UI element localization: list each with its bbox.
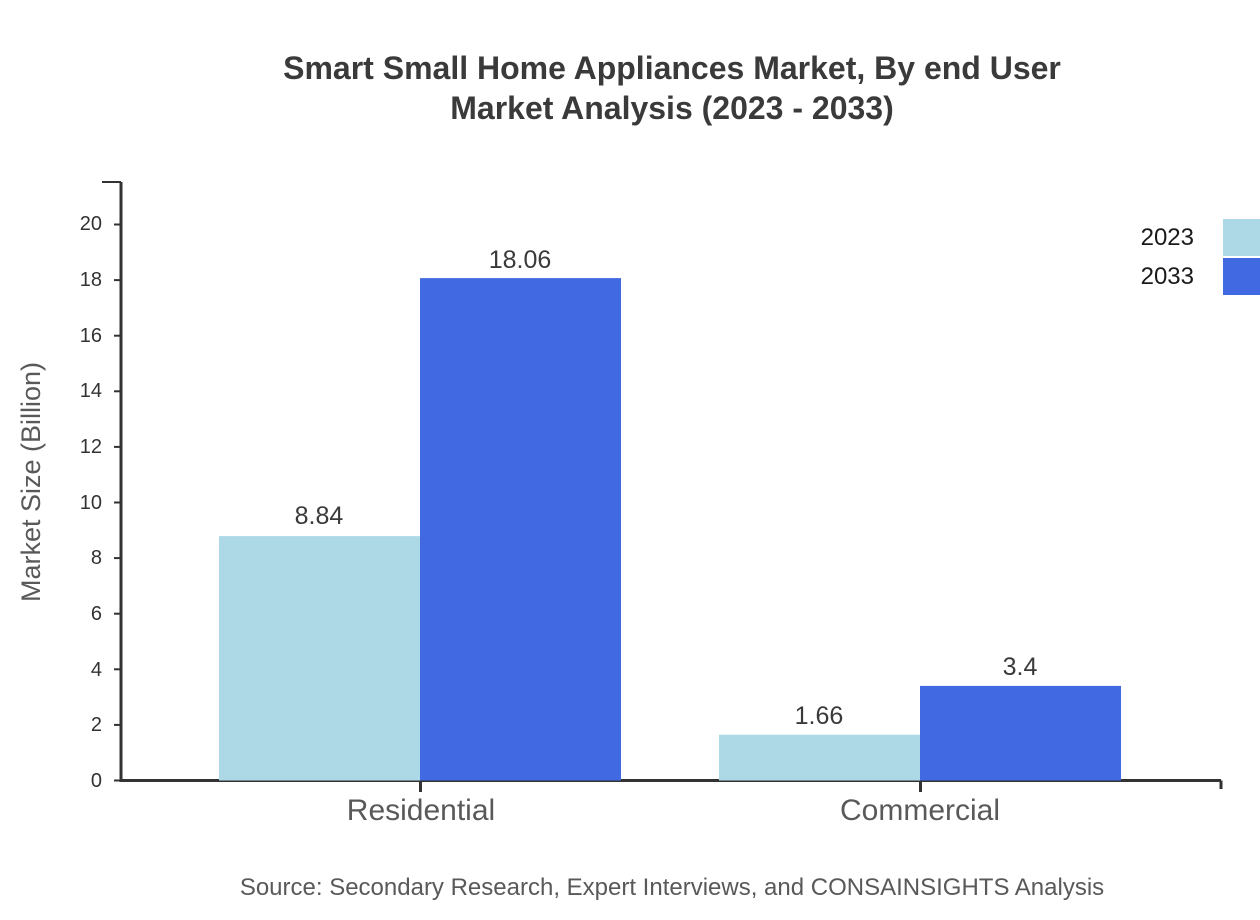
svg-text:6: 6 xyxy=(91,603,102,625)
svg-text:1.66: 1.66 xyxy=(795,702,844,730)
svg-text:4: 4 xyxy=(91,659,102,681)
svg-text:18: 18 xyxy=(80,269,102,291)
svg-text:18.06: 18.06 xyxy=(489,246,552,274)
svg-text:2: 2 xyxy=(91,714,102,736)
svg-text:16: 16 xyxy=(80,325,102,347)
svg-text:12: 12 xyxy=(80,436,102,458)
svg-text:2023: 2023 xyxy=(1141,224,1194,251)
svg-text:3.4: 3.4 xyxy=(1003,653,1038,681)
svg-text:Residential: Residential xyxy=(347,794,495,827)
svg-text:20: 20 xyxy=(80,213,102,235)
svg-text:10: 10 xyxy=(80,492,102,514)
svg-text:8: 8 xyxy=(91,547,102,569)
svg-text:0: 0 xyxy=(91,770,102,792)
svg-text:14: 14 xyxy=(80,380,102,402)
svg-text:Commercial: Commercial xyxy=(840,794,1000,827)
svg-text:8.84: 8.84 xyxy=(295,502,344,530)
svg-text:2033: 2033 xyxy=(1141,263,1194,290)
svg-text:Market Size (Billion): Market Size (Billion) xyxy=(16,362,46,602)
